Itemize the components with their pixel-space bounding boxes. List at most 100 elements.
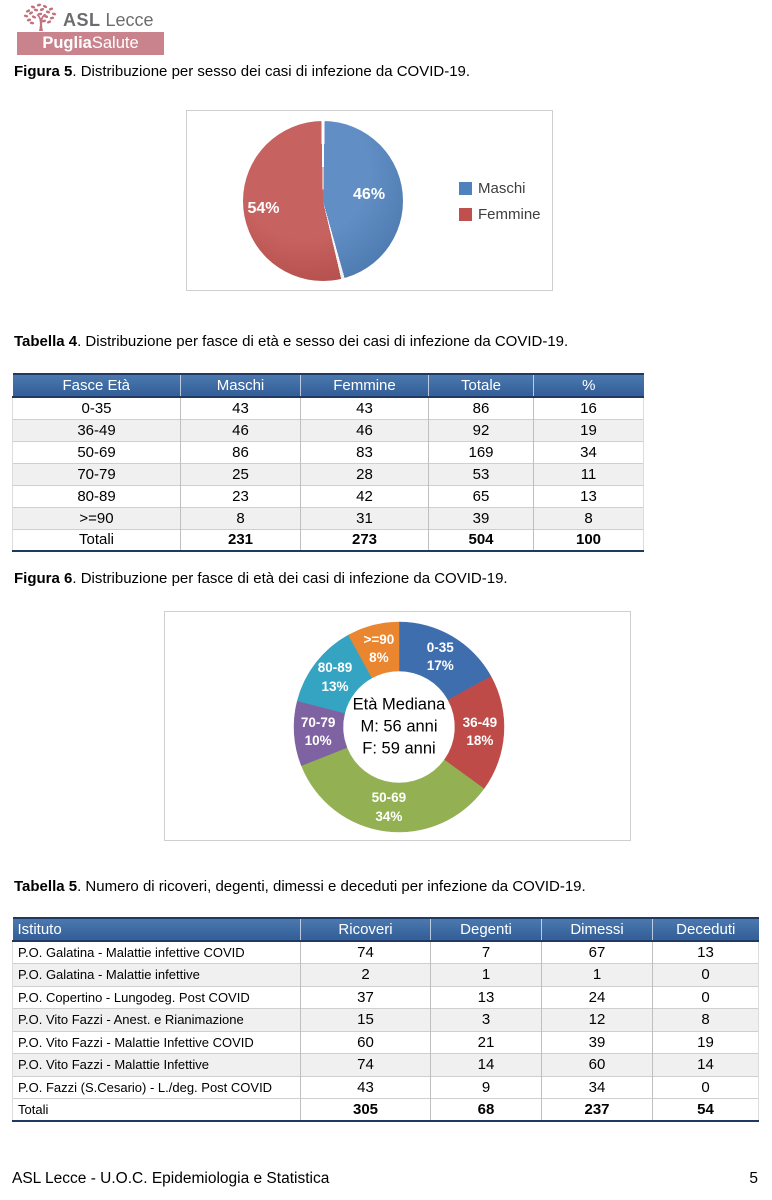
table-row: P.O. Galatina - Malattie infettive COVID… xyxy=(12,941,759,964)
figura5-caption-text: . Distribuzione per sesso dei casi di in… xyxy=(72,63,471,80)
table-row: 50-69 86 83 169 34 xyxy=(12,440,644,463)
footer-text: ASL Lecce - U.O.C. Epidemiologia e Stati… xyxy=(12,1170,330,1187)
table-row: Totali 305 68 237 54 xyxy=(12,1098,759,1121)
cell: 1 xyxy=(541,963,653,986)
cell: 13 xyxy=(533,484,644,507)
cell: 43 xyxy=(300,397,429,419)
puglia-salute-banner: PugliaSalute xyxy=(17,32,164,55)
cell: 19 xyxy=(533,418,644,441)
cell: P.O. Copertino - Lungodeg. Post COVID xyxy=(12,985,301,1009)
page-footer: ASL Lecce - U.O.C. Epidemiologia e Stati… xyxy=(12,1170,758,1188)
cell: 15 xyxy=(300,1008,431,1031)
cell: 305 xyxy=(300,1098,431,1121)
cell: 8 xyxy=(180,506,301,529)
table-row: P.O. Vito Fazzi - Malattie Infettive COV… xyxy=(12,1030,759,1054)
figura5-caption-label: Figura 5 xyxy=(14,63,73,80)
figura5-chart-area: 46% 54% Maschi Femmine xyxy=(186,110,553,291)
column-header: Deceduti xyxy=(652,918,759,942)
cell: 65 xyxy=(428,484,534,507)
cell: 7 xyxy=(430,941,542,964)
cell: 43 xyxy=(180,397,301,419)
cell: 100 xyxy=(533,528,644,551)
legend-item: Maschi xyxy=(459,180,541,197)
cell: 3 xyxy=(430,1008,542,1031)
cell: >=90 xyxy=(12,506,181,529)
cell: 28 xyxy=(300,462,429,485)
page-number: 5 xyxy=(749,1170,758,1187)
olive-tree-icon xyxy=(23,3,57,31)
table-row: P.O. Vito Fazzi - Anest. e Rianimazione 1… xyxy=(12,1008,759,1031)
table-row: P.O. Galatina - Malattie infettive 2 1 1 0 xyxy=(12,963,759,986)
cell: 273 xyxy=(300,528,429,551)
cell: 8 xyxy=(533,506,644,529)
cell: 70-79 xyxy=(12,462,181,485)
cell: 86 xyxy=(180,440,301,463)
cell: 60 xyxy=(300,1030,431,1054)
column-header: % xyxy=(533,374,644,398)
donut-slice xyxy=(348,621,400,679)
legend-item: Femmine xyxy=(459,206,541,223)
center-text-line: F: 59 anni xyxy=(362,738,436,757)
legend-label: Maschi xyxy=(478,180,526,197)
cell: 74 xyxy=(300,1053,431,1076)
legend-color-swatch xyxy=(459,182,472,195)
tabella5-caption-text: . Numero di ricoveri, degenti, dimessi e… xyxy=(77,878,586,895)
column-header: Femmine xyxy=(300,374,429,398)
cell: 11 xyxy=(533,462,644,485)
table-row: 80-89 23 42 65 13 xyxy=(12,484,644,507)
cell: P.O. Vito Fazzi - Anest. e Rianimazione xyxy=(12,1008,301,1031)
column-header: Totale xyxy=(428,374,534,398)
cell: 8 xyxy=(652,1008,759,1031)
lecce-text: Lecce xyxy=(105,10,154,30)
center-text-line: Età Mediana xyxy=(352,695,446,714)
table-row: 36-49 46 46 92 19 xyxy=(12,418,644,441)
cell: 37 xyxy=(300,985,431,1009)
cell: 13 xyxy=(430,985,542,1009)
table-row: P.O. Vito Fazzi - Malattie Infettive 74 14… xyxy=(12,1053,759,1076)
cell: P.O. Vito Fazzi - Malattie Infettive COV… xyxy=(12,1030,301,1054)
donut-slice-label: 50-69 34% xyxy=(371,790,407,824)
cell: 0 xyxy=(652,985,759,1009)
cell: 24 xyxy=(541,985,653,1009)
cell: 92 xyxy=(428,418,534,441)
table-row: 70-79 25 28 53 11 xyxy=(12,462,644,485)
cell: 0 xyxy=(652,963,759,986)
cell: 46 xyxy=(300,418,429,441)
table-row: 0-35 43 43 86 16 xyxy=(12,397,644,419)
table-row: >=90 8 31 39 8 xyxy=(12,506,644,529)
cell: 31 xyxy=(300,506,429,529)
column-header: Fasce Età xyxy=(12,374,181,398)
cell: 16 xyxy=(533,397,644,419)
cell: 0 xyxy=(652,1075,759,1099)
cell: P.O. Vito Fazzi - Malattie Infettive xyxy=(12,1053,301,1076)
cell: 0-35 xyxy=(12,397,181,419)
column-header: Maschi xyxy=(180,374,301,398)
pie-legend: Maschi Femmine xyxy=(459,180,541,223)
table-row: Totali 231 273 504 100 xyxy=(12,528,644,551)
cell: 74 xyxy=(300,941,431,964)
cell: 1 xyxy=(430,963,542,986)
figura6-caption-text: . Distribuzione per fasce di età dei cas… xyxy=(72,570,508,587)
tabella4-caption: Tabella 4. Distribuzione per fasce di et… xyxy=(14,333,568,350)
cell: 231 xyxy=(180,528,301,551)
cell: 39 xyxy=(428,506,534,529)
figura5-caption: Figura 5. Distribuzione per sesso dei ca… xyxy=(14,63,470,80)
figura6-caption-label: Figura 6 xyxy=(14,570,73,587)
cell: 54 xyxy=(652,1098,759,1121)
legend-color-swatch xyxy=(459,208,472,221)
tabella5-caption-label: Tabella 5 xyxy=(14,878,78,895)
cell: 39 xyxy=(541,1030,653,1054)
cell: 12 xyxy=(541,1008,653,1031)
asl-text: ASL xyxy=(63,10,101,30)
table-row: P.O. Copertino - Lungodeg. Post COVID 37 1… xyxy=(12,985,759,1009)
cell: 21 xyxy=(430,1030,542,1054)
tabella4-caption-text: . Distribuzione per fasce di età e sesso… xyxy=(77,333,569,350)
cell: P.O. Galatina - Malattie infettive xyxy=(12,963,301,986)
column-header: Istituto xyxy=(12,918,301,942)
column-header: Degenti xyxy=(430,918,542,942)
donut-slice-label: >=90 8% xyxy=(363,631,395,665)
donut-slice-label: 70-79 10% xyxy=(300,714,336,749)
legend-label: Femmine xyxy=(478,206,541,223)
age-sex-distribution-table: Fasce Età Maschi Femmine Totale% 0-35 43 43 86… xyxy=(12,373,644,552)
